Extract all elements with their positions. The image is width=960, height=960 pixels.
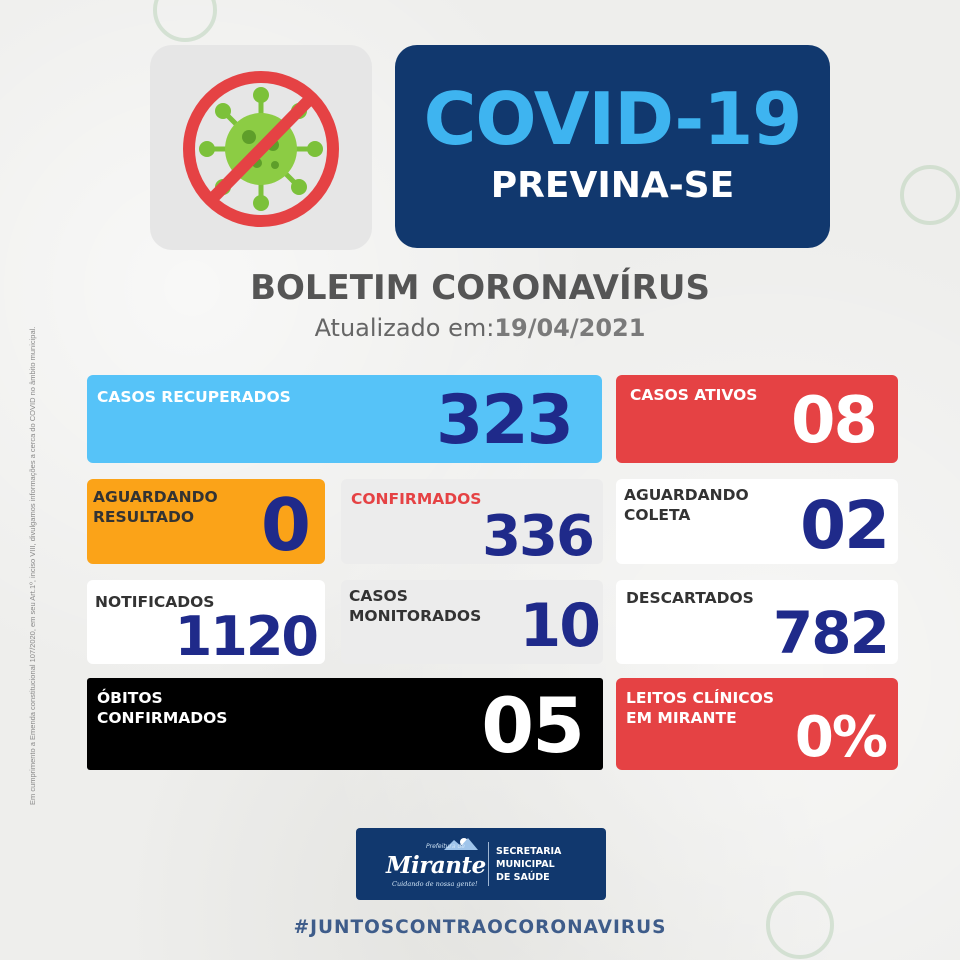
card-notified: NOTIFICADOS 1120	[87, 580, 325, 664]
icon-panel	[150, 45, 372, 250]
logo-slogan: Cuidando de nossa gente!	[392, 880, 478, 888]
card-awaiting-collection: AGUARDANDO COLETA 02	[616, 479, 898, 564]
decorative-virus-icon	[900, 165, 960, 225]
monitored-value: 10	[519, 591, 601, 661]
awaiting-result-label: AGUARDANDO RESULTADO	[93, 488, 218, 526]
active-value: 08	[790, 384, 878, 458]
card-deaths: ÓBITOS CONFIRMADOS 05	[87, 678, 603, 770]
confirmed-label: CONFIRMADOS	[351, 490, 482, 508]
updated-date: 19/04/2021	[494, 314, 646, 342]
bulletin-title: BOLETIM CORONAVÍRUS	[250, 268, 710, 308]
notified-label: NOTIFICADOS	[95, 593, 215, 611]
recovered-label: CASOS RECUPERADOS	[97, 388, 291, 406]
awaiting-collection-value: 02	[800, 487, 890, 564]
logo-name: Mirante	[386, 852, 486, 879]
hashtag: #JUNTOSCONTRAOCORONAVIRUS	[293, 917, 667, 938]
logo-prefix: Prefeitura de	[426, 843, 465, 850]
decorative-virus-icon	[766, 891, 834, 959]
beds-label: LEITOS CLÍNICOS EM MIRANTE	[626, 689, 775, 727]
confirmed-value: 336	[482, 504, 595, 569]
deaths-value: 05	[481, 681, 585, 770]
card-beds: LEITOS CLÍNICOS EM MIRANTE 0%	[616, 678, 898, 770]
main-title: COVID-19	[423, 77, 803, 161]
beds-value: 0%	[794, 705, 888, 770]
update-line: Atualizado em:19/04/2021	[0, 314, 960, 342]
discarded-value: 782	[772, 599, 890, 667]
mirante-logo: Prefeitura de Mirante Cuidando de nossa …	[356, 828, 606, 900]
title-panel: COVID-19 PREVINA-SE	[395, 45, 830, 248]
card-discarded: DESCARTADOS 782	[616, 580, 898, 664]
awaiting-collection-label: AGUARDANDO COLETA	[624, 486, 749, 524]
mountain-sun-icon	[444, 838, 478, 850]
active-label: CASOS ATIVOS	[630, 386, 758, 404]
updated-label: Atualizado em:	[314, 314, 495, 342]
health-department: SECRETARIA MUNICIPAL DE SAÚDE	[496, 846, 562, 883]
logo-divider	[488, 842, 489, 886]
card-confirmed: CONFIRMADOS 336	[341, 479, 603, 569]
subtitle: PREVINA-SE	[490, 165, 735, 206]
monitored-label: CASOS MONITORADOS	[349, 587, 482, 625]
no-virus-icon	[183, 71, 339, 227]
card-monitored: CASOS MONITORADOS 10	[341, 580, 603, 664]
awaiting-result-value: 0	[260, 483, 311, 567]
deaths-label: ÓBITOS CONFIRMADOS	[97, 689, 228, 727]
decorative-virus-icon	[153, 0, 217, 42]
card-recovered: CASOS RECUPERADOS 323	[87, 375, 602, 463]
recovered-value: 323	[436, 381, 574, 460]
discarded-label: DESCARTADOS	[626, 589, 754, 607]
card-awaiting-result: AGUARDANDO RESULTADO 0	[87, 479, 325, 564]
notified-value: 1120	[174, 605, 319, 668]
card-active: CASOS ATIVOS 08	[616, 375, 898, 463]
